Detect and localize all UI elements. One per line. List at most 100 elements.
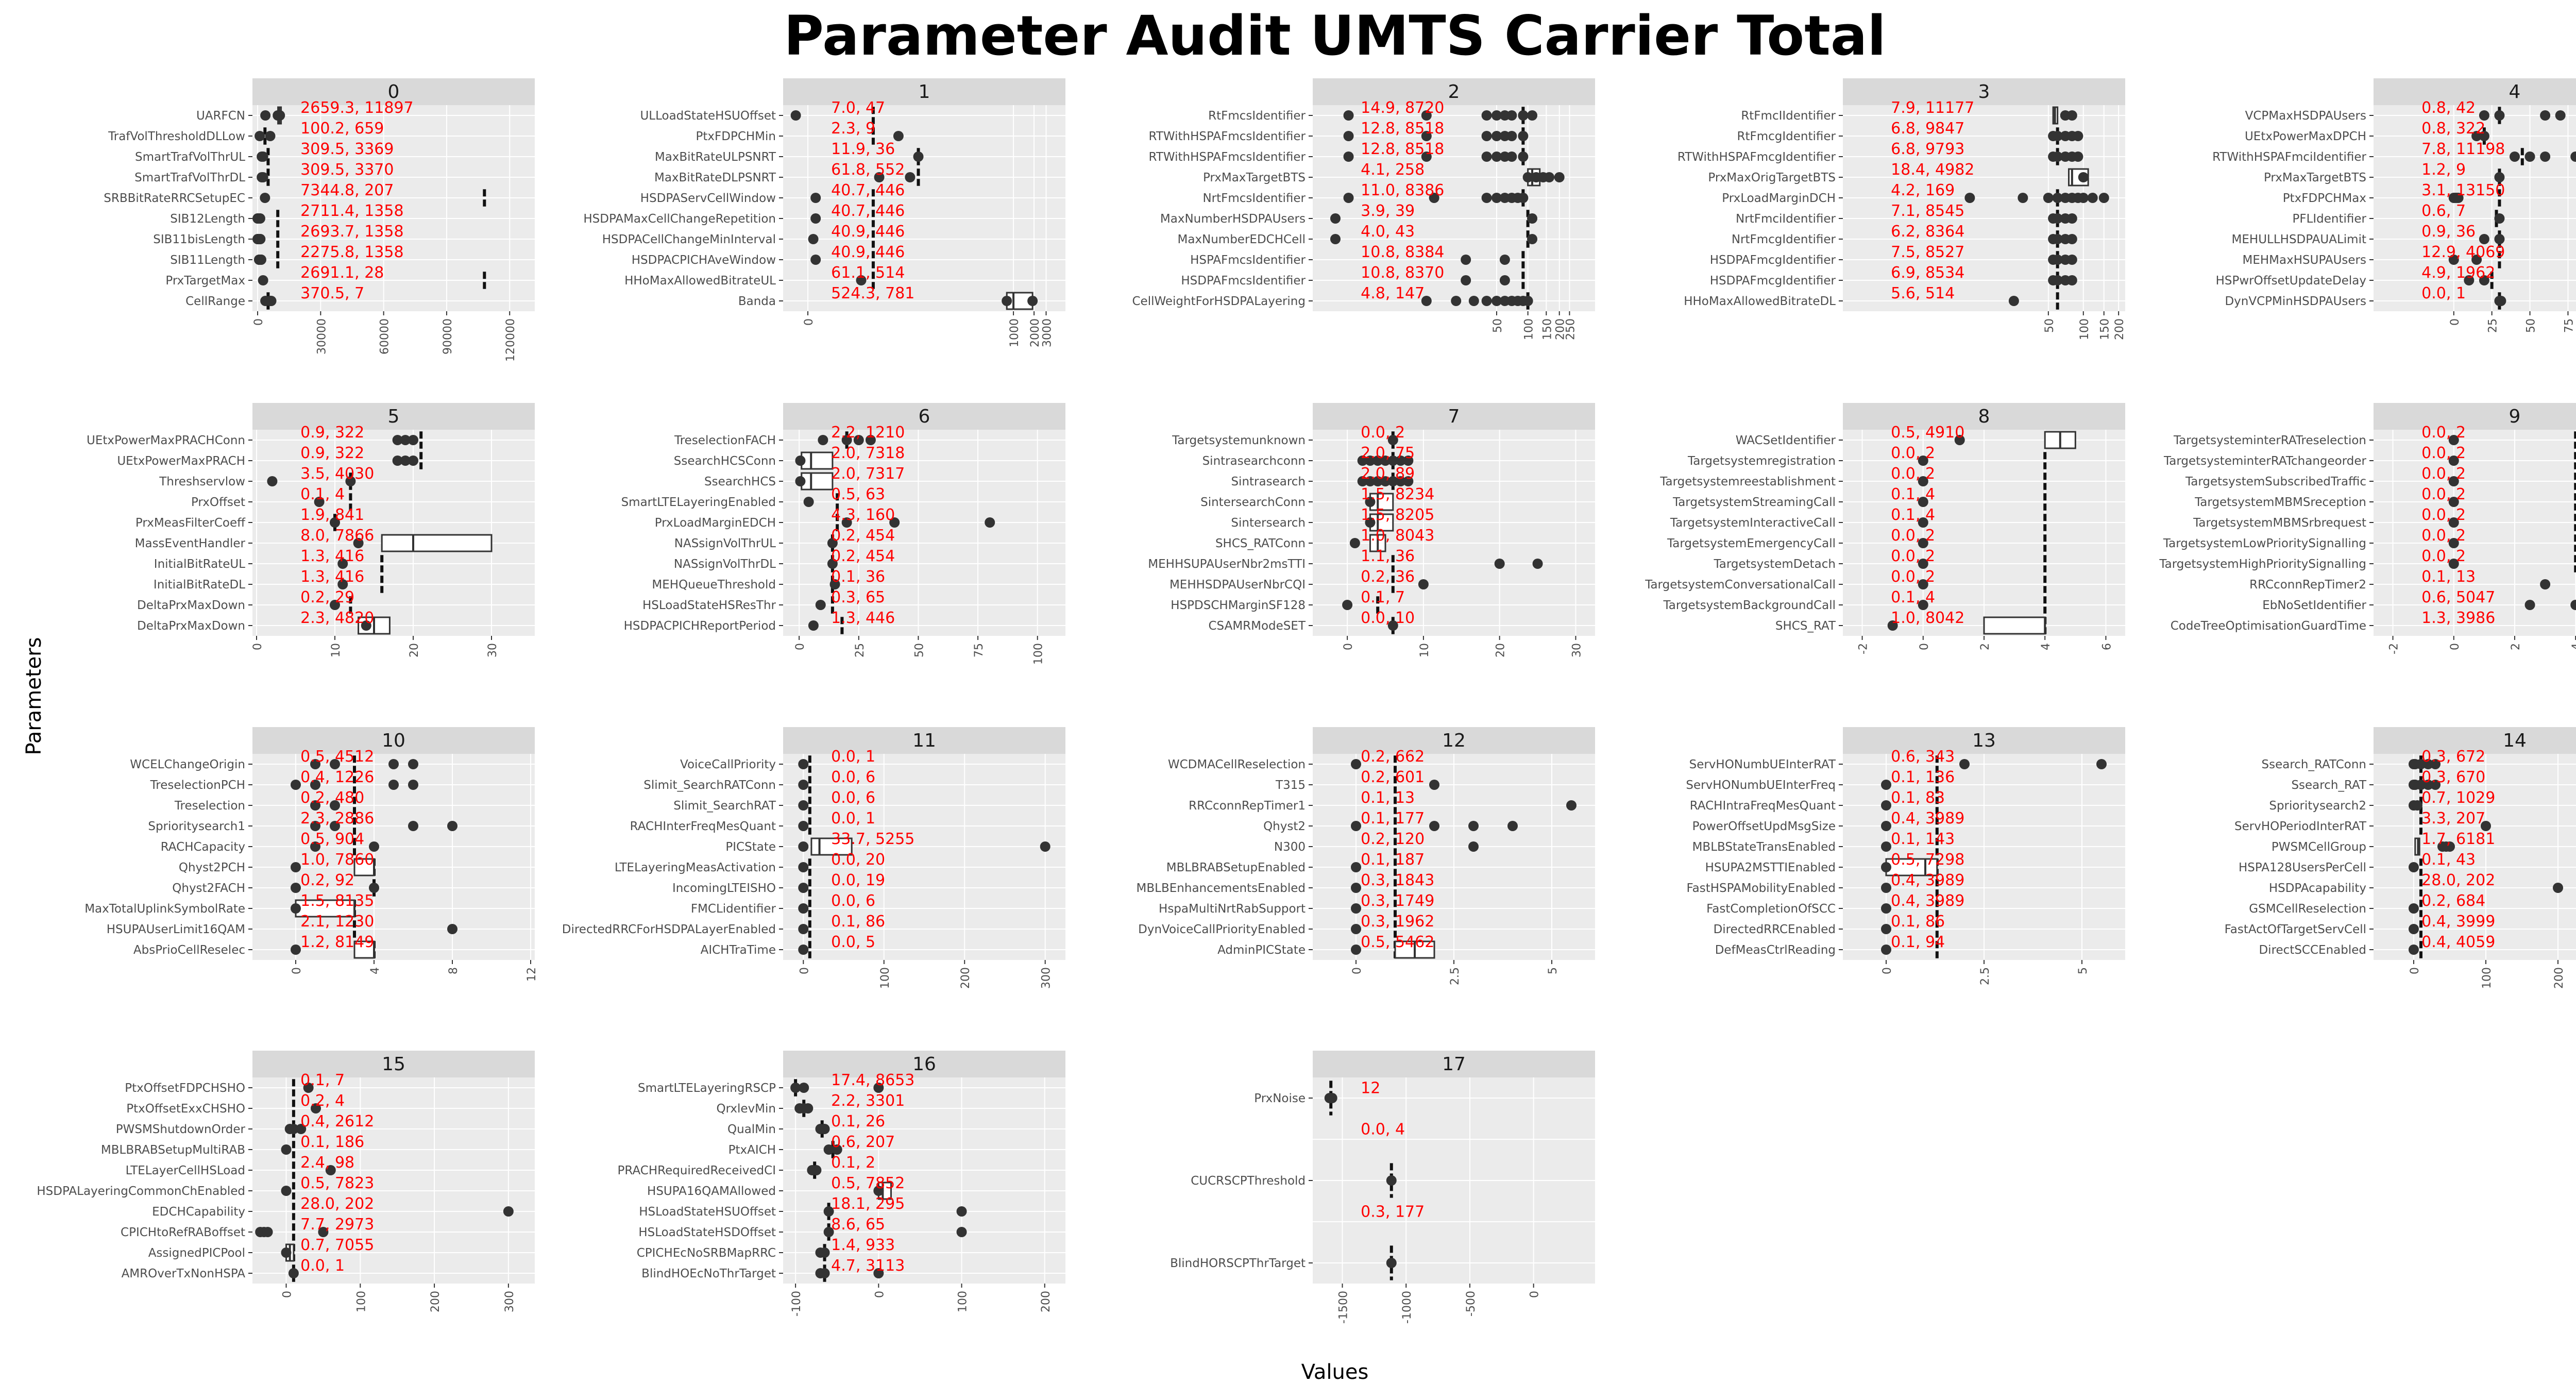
data-point	[1468, 821, 1479, 831]
data-point	[2540, 110, 2551, 121]
y-tick-label: SsearchHCSConn	[674, 454, 776, 468]
data-point	[1881, 883, 1891, 893]
data-point	[1518, 151, 1529, 162]
x-tick-label: 0	[1881, 967, 1894, 974]
y-tick-label: HSPAFmcsIdentifier	[1190, 254, 1306, 267]
data-point	[310, 821, 320, 831]
annotation-label: 0.1, 2	[831, 1154, 875, 1172]
parameter-row: InitialBitRateDL 1.3, 416	[154, 568, 384, 593]
panel-background	[783, 1077, 1065, 1284]
y-tick-label: CPICHEcNoSRBMapRRC	[637, 1246, 776, 1260]
x-tick-label: 2	[1979, 643, 1992, 650]
data-point	[829, 579, 840, 589]
parameter-row: TargetsystemSubscribedTraffic 0.0, 2	[2185, 465, 2576, 490]
annotation-label: 0.1, 143	[1891, 830, 1955, 848]
data-point	[2043, 193, 2054, 203]
annotation-label: 0.1, 86	[831, 913, 885, 931]
data-point	[1365, 476, 1376, 486]
x-tick-label: 100	[879, 967, 892, 989]
annotation-label: 11.0, 8386	[1361, 181, 1444, 199]
parameter-row: RTWithHSPAFmcsIdentifier 12.8, 8518	[1149, 140, 1529, 165]
y-tick-label: HSLoadStateHSResThr	[642, 599, 776, 612]
y-tick-label: HSPwrOffsetUpdateDelay	[2216, 274, 2366, 288]
annotation-label: 0.1, 13	[1361, 789, 1415, 807]
data-point	[288, 1124, 299, 1134]
annotation-label: 2.0, 7318	[831, 444, 905, 462]
data-point	[1421, 131, 1432, 141]
y-tick-label: UARFCN	[196, 109, 245, 123]
facet-strip	[783, 727, 1065, 754]
data-point	[956, 1206, 967, 1217]
data-point	[275, 110, 285, 121]
data-point	[2073, 151, 2083, 162]
data-point	[314, 497, 325, 507]
annotation-label: 2.2, 1210	[831, 424, 905, 442]
annotation-label: 1.1, 36	[1361, 547, 1415, 565]
data-point	[281, 1247, 292, 1258]
annotation-label: 0.3, 1749	[1361, 892, 1434, 910]
parameter-row: MEHHSDPAUserNbrCQI 0.2, 36	[1170, 568, 1429, 593]
x-tick-label: 200	[959, 967, 972, 989]
data-point	[2448, 559, 2459, 569]
data-point	[810, 255, 821, 265]
x-tick-label: 20	[1495, 643, 1507, 657]
x-tick-label: 3000	[1041, 318, 1054, 347]
data-point	[258, 275, 268, 285]
parameter-row: PRACHRequiredReceivedCI 0.1, 2	[618, 1154, 875, 1179]
data-point	[1387, 456, 1398, 466]
x-tick-label: 150	[2099, 318, 2112, 340]
parameter-row: RRCconnRepTimer1 0.1, 13	[1189, 789, 1577, 814]
parameter-row: TargetsysteminterRATchangeorder 0.0, 2	[2163, 444, 2576, 469]
data-point	[1343, 193, 1354, 203]
y-tick-label: HSPA128UsersPerCell	[2239, 861, 2366, 874]
y-tick-label: DirectedRRCForHSDPALayerEnabled	[562, 923, 776, 936]
data-point	[266, 296, 277, 306]
x-tick-label: 20	[408, 643, 421, 657]
y-tick-label: MaxTotalUplinkSymbolRate	[84, 902, 245, 916]
data-point	[1491, 296, 1502, 306]
annotation-label: 8.0, 7866	[300, 527, 374, 545]
data-point	[408, 759, 418, 769]
parameter-row: ServHONumbUEInterFreq 0.1, 136	[1686, 768, 1955, 794]
annotation-label: 0.4, 4059	[2421, 933, 2495, 951]
annotation-label: 309.5, 3369	[300, 140, 394, 158]
annotation-label: 1.9, 841	[300, 506, 364, 524]
parameter-row: FastCompletionOfSCC 0.4, 3989	[1706, 892, 1964, 917]
y-tick-label: TargetsystemBackgroundCall	[1663, 599, 1836, 612]
data-point	[1351, 821, 1361, 831]
facet-strip-label: 7	[1448, 406, 1460, 427]
data-point	[345, 476, 356, 486]
y-tick-label: HSDPAFmcsIdentifier	[1181, 274, 1306, 288]
panel-background	[252, 430, 535, 636]
parameter-row: CPICHtoRefRABoffset 7.7, 2973	[121, 1216, 374, 1241]
annotation-label: 0.2, 36	[1361, 568, 1415, 586]
parameter-row: HSLoadStateHSDOffset 8.6, 65	[638, 1216, 967, 1241]
y-tick-label: CodeTreeOptimisationGuardTime	[2171, 619, 2366, 633]
y-tick-label: TargetsystemLowPrioritySignalling	[2163, 537, 2366, 550]
annotation-label: 0.6, 5047	[2421, 588, 2495, 606]
annotation-label: 40.9, 446	[831, 243, 905, 261]
annotation-label: 1.2, 9	[2421, 161, 2466, 179]
parameter-row: AdminPICState 0.5, 5462	[1217, 933, 1435, 959]
data-point	[2448, 435, 2459, 445]
annotation-label: 1.5, 8205	[1361, 506, 1434, 524]
data-point	[810, 193, 821, 203]
parameter-row: PrxTargetMax 2691.1, 28	[165, 264, 486, 289]
parameter-row: BlindHORSCPThrTarget	[1170, 1245, 1397, 1280]
data-point	[1527, 234, 1537, 244]
parameter-row: Ssearch_RATConn 0.3, 672	[2262, 748, 2485, 773]
data-point	[1343, 110, 1354, 121]
x-tick-label: 25	[854, 643, 867, 657]
y-tick-label: SmartTrafVolThrDL	[134, 171, 245, 184]
parameter-row: HSDPAFmcsIdentifier 10.8, 8370	[1181, 264, 1525, 289]
parameter-row: Targetsystemunknown 0.0, 2	[1172, 424, 1405, 449]
parameter-row: RRCconnRepTimer2 0.1, 13	[2249, 568, 2551, 592]
y-tick-label: MassEventHandler	[135, 537, 246, 550]
parameter-row: HSDPALayeringCommonChEnabled 0.5, 7823	[37, 1174, 374, 1200]
x-tick-label: 50	[913, 643, 926, 657]
x-tick-label: 30000	[315, 318, 328, 355]
data-point	[1027, 296, 1038, 306]
parameter-row: TargetsystemDetach 0.0, 2	[1713, 547, 2047, 572]
annotation-label: 0.3, 1962	[1361, 913, 1434, 931]
y-tick-label: TargetsystemMBMSrbrequest	[2193, 516, 2366, 530]
